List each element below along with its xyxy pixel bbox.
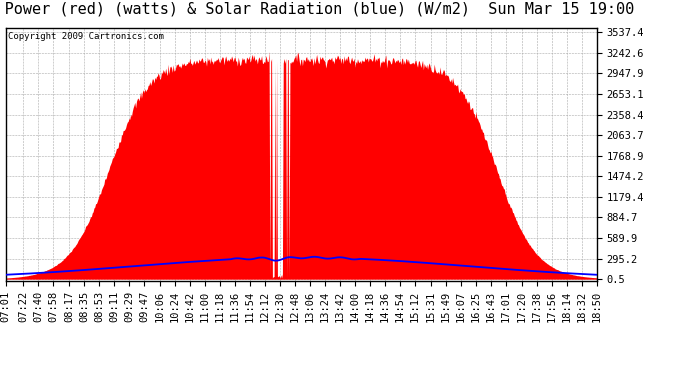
Text: Copyright 2009 Cartronics.com: Copyright 2009 Cartronics.com [8, 32, 164, 41]
Text: Grid Power (red) (watts) & Solar Radiation (blue) (W/m2)  Sun Mar 15 19:00: Grid Power (red) (watts) & Solar Radiati… [0, 2, 634, 17]
